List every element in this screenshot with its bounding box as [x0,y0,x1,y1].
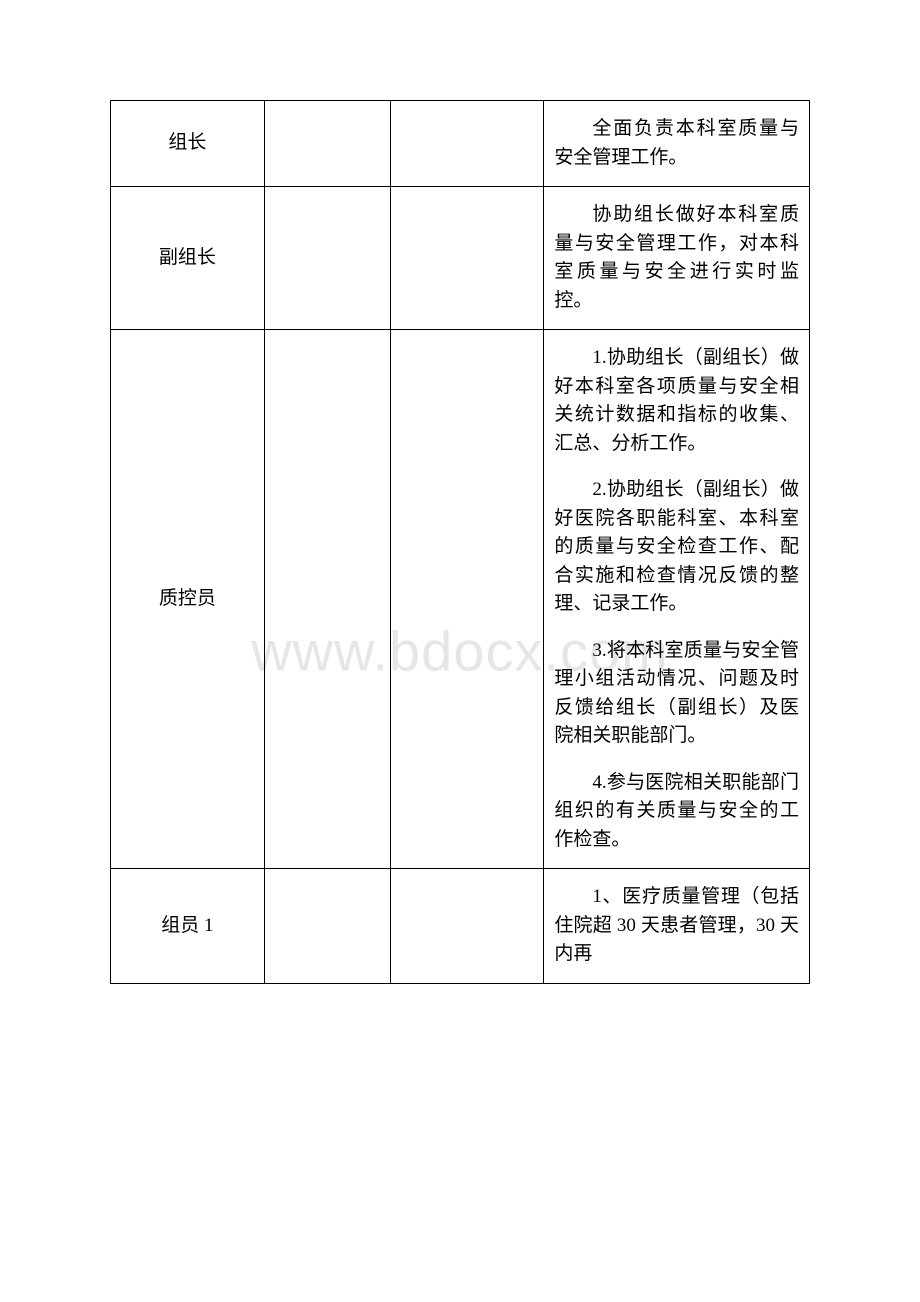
empty-cell [264,869,390,984]
empty-cell [390,330,544,869]
desc-paragraph: 协助组长做好本科室质量与安全管理工作，对本科室质量与安全进行实时监控。 [554,201,799,315]
role-cell-leader: 组长 [111,101,265,187]
desc-paragraph: 1、医疗质量管理（包括住院超 30 天患者管理，30 天内再 [554,883,799,969]
roles-table: 组长 全面负责本科室质量与安全管理工作。 副组长 协助组长做好本科室质量与安全管… [110,100,810,984]
desc-paragraph: 2.协助组长（副组长）做好医院各职能科室、本科室的质量与安全检查工作、配合实施和… [554,476,799,619]
desc-cell-leader: 全面负责本科室质量与安全管理工作。 [544,101,810,187]
empty-cell [390,101,544,187]
empty-cell [390,869,544,984]
desc-cell-member1: 1、医疗质量管理（包括住院超 30 天患者管理，30 天内再 [544,869,810,984]
table-row: 副组长 协助组长做好本科室质量与安全管理工作，对本科室质量与安全进行实时监控。 [111,187,810,330]
role-cell-deputy: 副组长 [111,187,265,330]
document-page: 组长 全面负责本科室质量与安全管理工作。 副组长 协助组长做好本科室质量与安全管… [0,0,920,1044]
empty-cell [264,330,390,869]
table-row: 组长 全面负责本科室质量与安全管理工作。 [111,101,810,187]
desc-paragraph: 1.协助组长（副组长）做好本科室各项质量与安全相关统计数据和指标的收集、汇总、分… [554,344,799,458]
role-cell-member1: 组员 1 [111,869,265,984]
desc-paragraph: 3.将本科室质量与安全管理小组活动情况、问题及时反馈给组长（副组长）及医院相关职… [554,637,799,751]
desc-cell-deputy: 协助组长做好本科室质量与安全管理工作，对本科室质量与安全进行实时监控。 [544,187,810,330]
table-row: 组员 1 1、医疗质量管理（包括住院超 30 天患者管理，30 天内再 [111,869,810,984]
role-cell-qc: 质控员 [111,330,265,869]
table-body: 组长 全面负责本科室质量与安全管理工作。 副组长 协助组长做好本科室质量与安全管… [111,101,810,984]
desc-paragraph: 全面负责本科室质量与安全管理工作。 [554,115,799,172]
table-row: 质控员 1.协助组长（副组长）做好本科室各项质量与安全相关统计数据和指标的收集、… [111,330,810,869]
empty-cell [390,187,544,330]
desc-paragraph: 4.参与医院相关职能部门组织的有关质量与安全的工作检查。 [554,769,799,855]
empty-cell [264,101,390,187]
empty-cell [264,187,390,330]
desc-cell-qc: 1.协助组长（副组长）做好本科室各项质量与安全相关统计数据和指标的收集、汇总、分… [544,330,810,869]
